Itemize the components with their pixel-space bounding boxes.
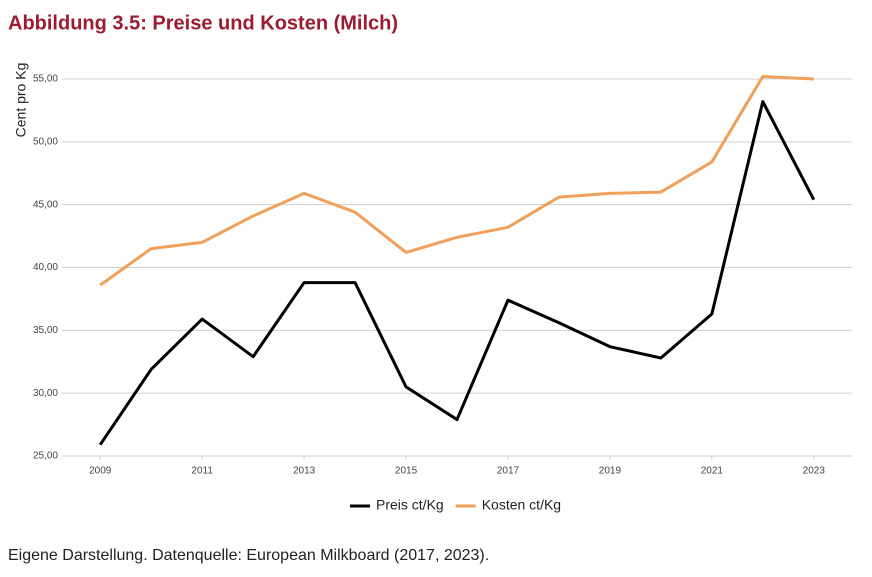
y-tick-label: 50,00 (33, 136, 58, 147)
x-tick-label: 2015 (395, 466, 418, 477)
x-tick-label: 2017 (497, 466, 520, 477)
x-tick-label: 2013 (293, 466, 316, 477)
y-tick-label: 30,00 (33, 388, 58, 399)
data-line (98, 100, 816, 446)
x-tick-label: 2021 (701, 466, 724, 477)
x-tick-label: 2011 (191, 466, 213, 477)
x-tick-label: 2023 (803, 466, 826, 477)
chart-title: Abbildung 3.5: Preise und Kosten (Milch) (8, 12, 398, 34)
y-tick-label: 45,00 (33, 199, 58, 210)
x-tick-label: 2009 (89, 466, 112, 477)
y-tick-label: 25,00 (33, 451, 58, 462)
source-note: Eigene Darstellung. Datenquelle: Europea… (8, 547, 489, 564)
y-tick-label: 55,00 (33, 74, 58, 85)
legend-label: Kosten ct/Kg (482, 497, 561, 513)
legend-label: Preis ct/Kg (376, 497, 444, 513)
y-tick-label: 35,00 (33, 325, 58, 336)
x-tick-label: 2019 (599, 466, 622, 477)
data-line (99, 74, 814, 287)
y-axis-label: Cent pro Kg (13, 63, 29, 138)
y-tick-label: 40,00 (33, 262, 58, 273)
